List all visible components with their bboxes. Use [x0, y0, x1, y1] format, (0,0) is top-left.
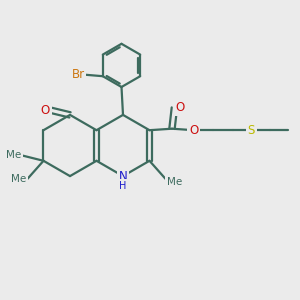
Text: O: O: [175, 101, 184, 114]
Text: H: H: [119, 181, 127, 191]
Text: N: N: [118, 169, 127, 183]
Text: Me: Me: [6, 150, 21, 161]
Text: S: S: [248, 124, 255, 137]
Text: Br: Br: [72, 68, 85, 81]
Text: O: O: [41, 104, 50, 117]
Text: Me: Me: [11, 174, 26, 184]
Text: O: O: [189, 124, 198, 137]
Text: Me: Me: [167, 177, 182, 188]
